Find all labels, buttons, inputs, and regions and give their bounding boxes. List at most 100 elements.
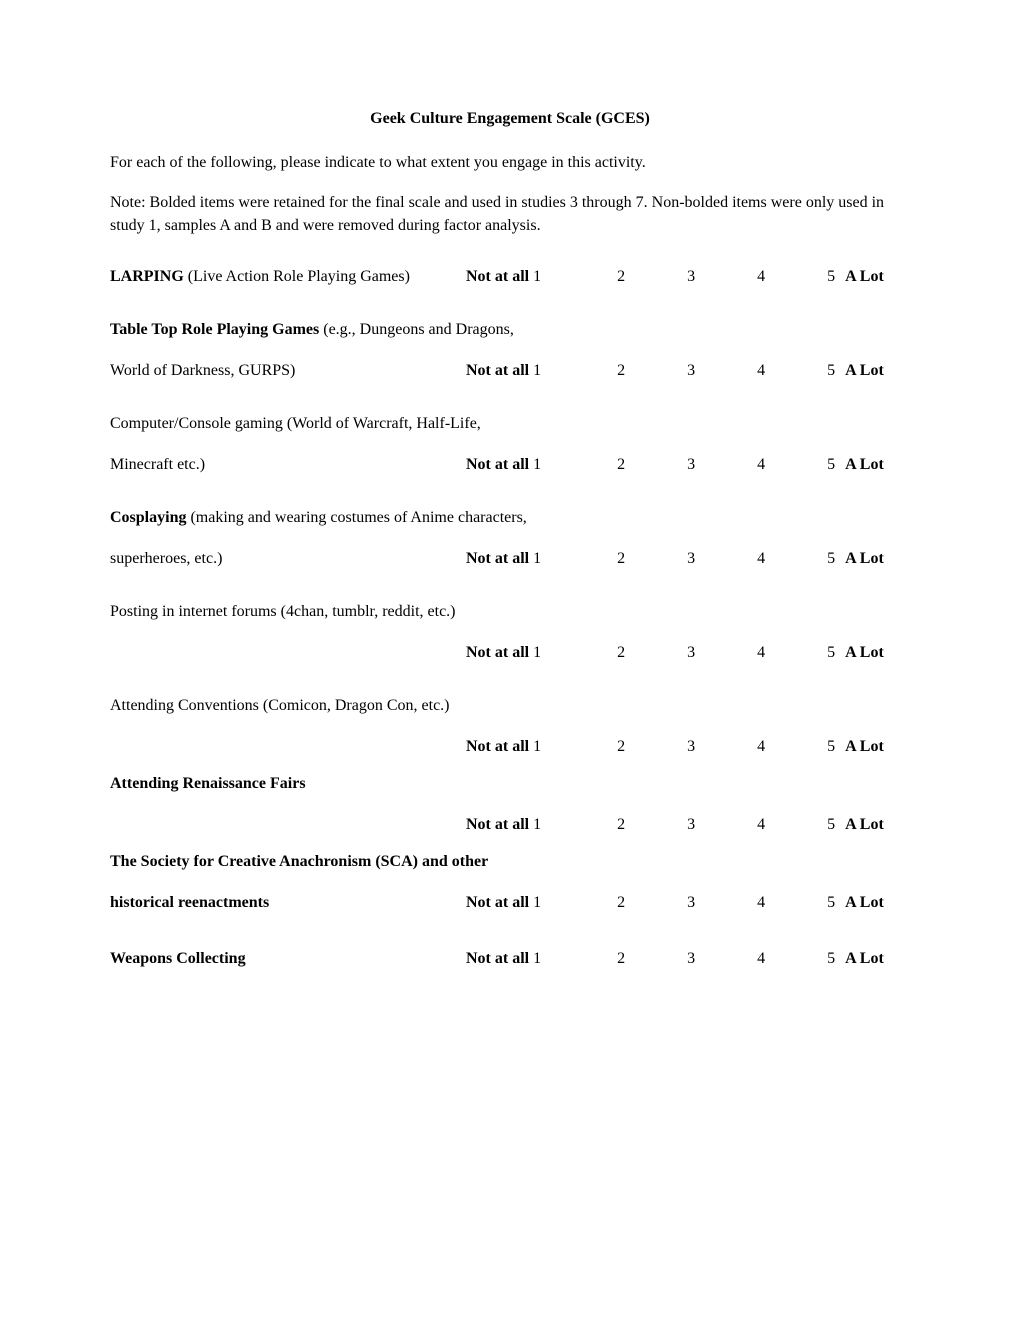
scale-num-5: 5 <box>765 359 835 383</box>
scale-num-5: 5 <box>765 735 835 759</box>
scale-item: Attending Conventions (Comicon, Dragon C… <box>110 697 910 759</box>
scale-num-2: 2 <box>555 547 625 571</box>
scale-num-4: 4 <box>695 359 765 383</box>
scale-item: Cosplaying (making and wearing costumes … <box>110 509 910 571</box>
scale-num-4: 4 <box>695 735 765 759</box>
scale-num-2: 2 <box>555 641 625 665</box>
item-label-line1: Attending Conventions (Comicon, Dragon C… <box>110 697 910 715</box>
scale-anchor-right: A Lot <box>845 891 884 915</box>
rating-scale: Not at all12345 A Lot <box>466 359 910 383</box>
scale-num-3: 3 <box>625 547 695 571</box>
scale-num-2: 2 <box>555 813 625 837</box>
scale-num-2: 2 <box>555 735 625 759</box>
items-container: LARPING (Live Action Role Playing Games)… <box>110 265 910 971</box>
scale-num-4: 4 <box>695 641 765 665</box>
item-label: Weapons Collecting <box>110 947 466 971</box>
page-title: Geek Culture Engagement Scale (GCES) <box>110 110 910 128</box>
rating-scale: Not at all12345A Lot <box>466 265 910 289</box>
scale-anchor-right: A Lot <box>845 813 884 837</box>
scale-num-5: 5 <box>765 453 835 477</box>
scale-num-4: 4 <box>695 813 765 837</box>
scale-num-3: 3 <box>625 453 695 477</box>
scale-item: The Society for Creative Anachronism (SC… <box>110 853 910 915</box>
item-row: superheroes, etc.)Not at all12345 A Lot <box>110 547 910 571</box>
scale-num-3: 3 <box>625 359 695 383</box>
scale-anchor-left: Not at all <box>466 265 529 289</box>
scale-anchor-right: A Lot <box>845 641 884 665</box>
scale-num-5: 5 <box>765 641 835 665</box>
scale-anchor-right: A Lot <box>845 947 884 971</box>
scale-anchor-left: Not at all <box>466 813 529 837</box>
scale-num-2: 2 <box>555 359 625 383</box>
intro-text: For each of the following, please indica… <box>110 152 910 174</box>
item-label-line1: Attending Renaissance Fairs <box>110 775 910 793</box>
document-page: Geek Culture Engagement Scale (GCES) For… <box>0 0 1020 971</box>
item-label-line1: Posting in internet forums (4chan, tumbl… <box>110 603 910 621</box>
scale-num-5: 5 <box>765 813 835 837</box>
rating-scale: Not at all12345A Lot <box>466 947 910 971</box>
item-label-line2: historical reenactments <box>110 891 466 915</box>
scale-num-4: 4 <box>695 453 765 477</box>
item-label-line2: superheroes, etc.) <box>110 547 466 571</box>
scale-anchor-right: A Lot <box>845 453 884 477</box>
rating-scale: Not at all12345A Lot <box>466 453 910 477</box>
scale-num-4: 4 <box>695 891 765 915</box>
scale-num-1: 1 <box>533 547 555 571</box>
scale-num-4: 4 <box>695 547 765 571</box>
item-label-line2: Minecraft etc.) <box>110 453 466 477</box>
item-row: World of Darkness, GURPS)Not at all12345… <box>110 359 910 383</box>
rating-scale: Not at all12345A Lot <box>466 891 910 915</box>
scale-anchor-right: A Lot <box>845 359 884 383</box>
scale-anchor-left: Not at all <box>466 947 529 971</box>
scale-num-1: 1 <box>533 265 555 289</box>
scale-num-1: 1 <box>533 947 555 971</box>
scale-item: Computer/Console gaming (World of Warcra… <box>110 415 910 477</box>
scale-num-3: 3 <box>625 813 695 837</box>
scale-anchor-left: Not at all <box>466 891 529 915</box>
item-row: Minecraft etc.)Not at all12345A Lot <box>110 453 910 477</box>
scale-num-3: 3 <box>625 891 695 915</box>
item-label-line1: Cosplaying (making and wearing costumes … <box>110 509 910 527</box>
scale-num-5: 5 <box>765 947 835 971</box>
scale-num-2: 2 <box>555 891 625 915</box>
scale-num-1: 1 <box>533 735 555 759</box>
scale-anchor-right: A Lot <box>845 265 884 289</box>
scale-num-3: 3 <box>625 641 695 665</box>
scale-num-1: 1 <box>533 641 555 665</box>
item-row: LARPING (Live Action Role Playing Games)… <box>110 265 910 289</box>
scale-item: Attending Renaissance Fairs Not at all123… <box>110 775 910 837</box>
scale-anchor-left: Not at all <box>466 735 529 759</box>
scale-num-1: 1 <box>533 453 555 477</box>
item-row: Not at all12345 A Lot <box>110 813 910 837</box>
item-label-line1: Table Top Role Playing Games (e.g., Dung… <box>110 321 910 339</box>
scale-anchor-left: Not at all <box>466 359 529 383</box>
item-row: Not at all12345 A Lot <box>110 641 910 665</box>
scale-anchor-left: Not at all <box>466 547 529 571</box>
scale-item: Weapons CollectingNot at all12345A Lot <box>110 947 910 971</box>
scale-num-3: 3 <box>625 265 695 289</box>
note-text: Note: Bolded items were retained for the… <box>110 192 910 237</box>
item-row: historical reenactmentsNot at all12345A … <box>110 891 910 915</box>
scale-anchor-left: Not at all <box>466 641 529 665</box>
item-label-line2: World of Darkness, GURPS) <box>110 359 466 383</box>
item-label-line1: The Society for Creative Anachronism (SC… <box>110 853 910 871</box>
rating-scale: Not at all12345 A Lot <box>466 547 910 571</box>
scale-num-1: 1 <box>533 891 555 915</box>
scale-num-4: 4 <box>695 265 765 289</box>
scale-item: Table Top Role Playing Games (e.g., Dung… <box>110 321 910 383</box>
scale-num-2: 2 <box>555 265 625 289</box>
scale-num-1: 1 <box>533 813 555 837</box>
item-label-line1: Computer/Console gaming (World of Warcra… <box>110 415 910 433</box>
scale-num-5: 5 <box>765 547 835 571</box>
item-row: Weapons CollectingNot at all12345A Lot <box>110 947 910 971</box>
scale-item: Posting in internet forums (4chan, tumbl… <box>110 603 910 665</box>
scale-num-2: 2 <box>555 453 625 477</box>
rating-scale: Not at all12345 A Lot <box>466 641 910 665</box>
scale-anchor-right: A Lot <box>845 735 884 759</box>
scale-anchor-right: A Lot <box>845 547 884 571</box>
scale-item: LARPING (Live Action Role Playing Games)… <box>110 265 910 289</box>
scale-num-1: 1 <box>533 359 555 383</box>
rating-scale: Not at all12345 A Lot <box>466 813 910 837</box>
scale-num-3: 3 <box>625 947 695 971</box>
item-label: LARPING (Live Action Role Playing Games) <box>110 265 466 289</box>
